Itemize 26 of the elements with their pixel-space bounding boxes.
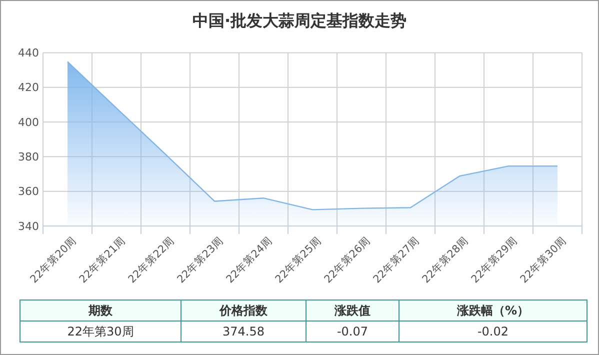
y-tick-label: 400: [18, 116, 39, 129]
x-tick-label: 22年第20周: [28, 234, 79, 286]
x-tick-label: 22年第22周: [126, 234, 177, 286]
text: -0.07: [336, 324, 368, 339]
x-tick-label: 22年第30周: [518, 234, 569, 286]
chart-title: 中国·批发大蒜周定基指数走势: [192, 11, 407, 30]
x-tick-label: 22年第21周: [77, 234, 128, 286]
y-tick-label: 380: [18, 150, 39, 164]
x-tick-label: 22年第29周: [469, 234, 520, 286]
text: 22年第30周: [67, 324, 134, 339]
text: 价格指数: [218, 304, 268, 318]
x-tick-label: 22年第25周: [273, 234, 324, 286]
y-tick-label: 340: [18, 220, 39, 233]
y-tick-label: 360: [18, 185, 39, 198]
y-tick-label: 440: [18, 46, 39, 60]
text: 374.58: [222, 324, 264, 339]
x-tick-label: 22年第26周: [322, 234, 373, 286]
x-tick-label: 22年第23周: [175, 234, 226, 286]
text: 涨跌幅（%）: [456, 304, 530, 318]
text: 涨跌值: [334, 304, 370, 318]
text: -0.02: [477, 324, 509, 339]
text: 期数: [88, 304, 114, 318]
x-tick-label: 22年第24周: [224, 234, 275, 286]
y-tick-label: 420: [18, 81, 39, 94]
x-tick-label: 22年第28周: [420, 234, 471, 286]
x-tick-label: 22年第27周: [371, 234, 422, 286]
